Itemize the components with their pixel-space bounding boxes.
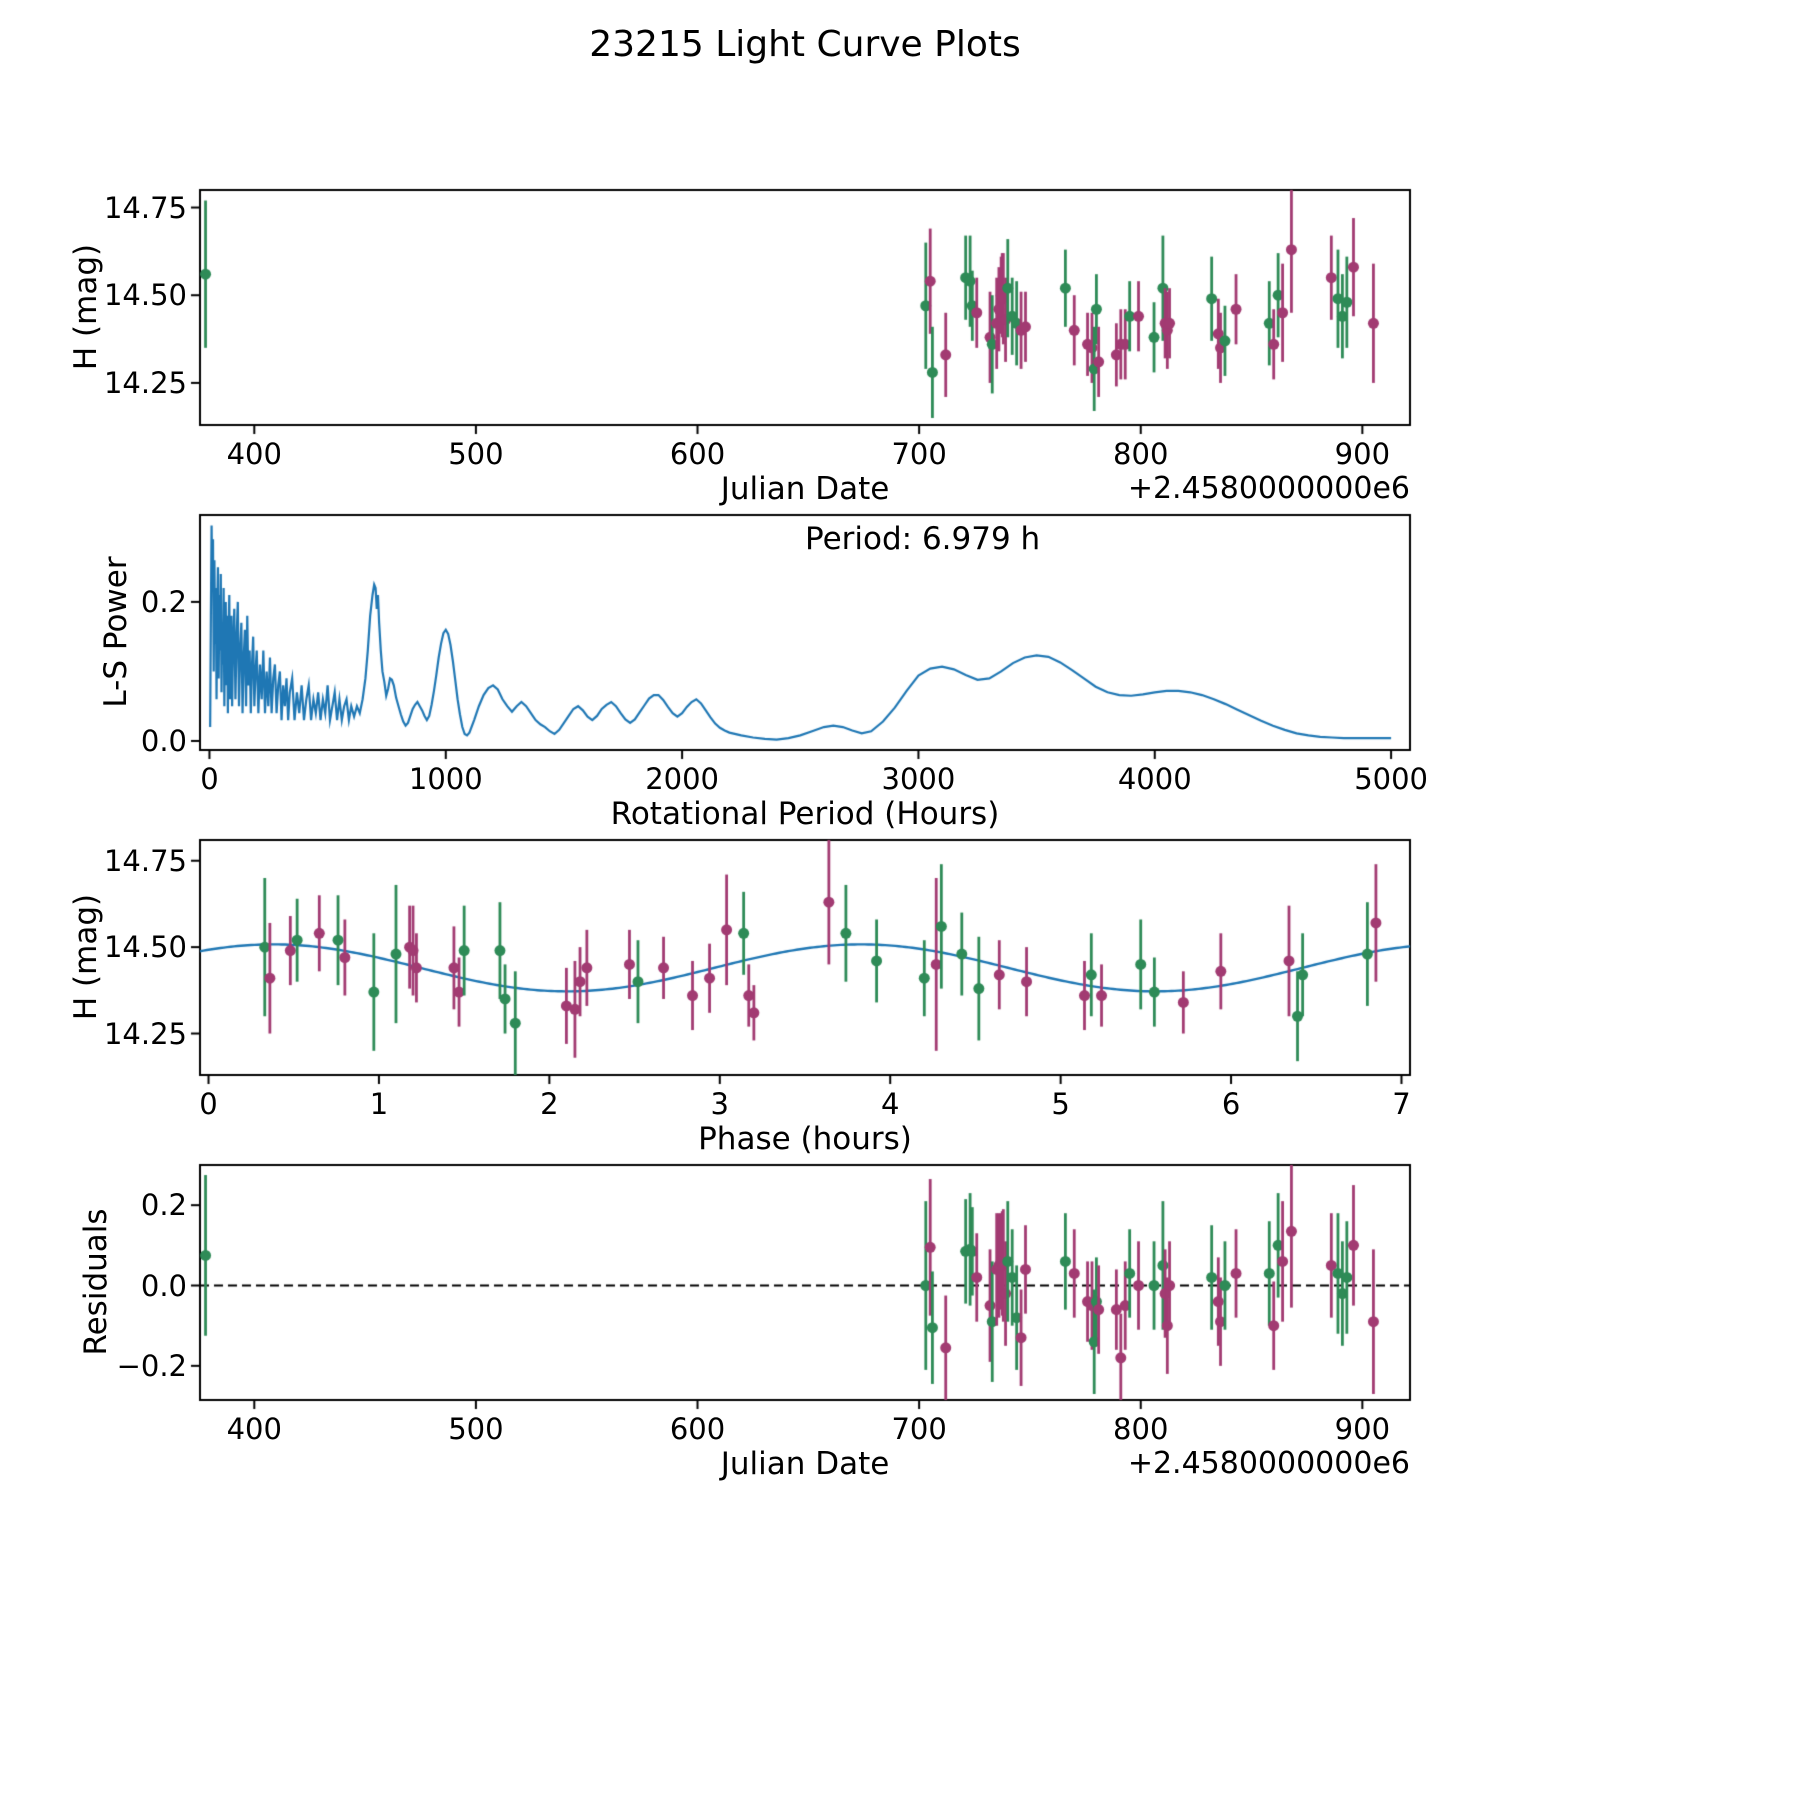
tick-label: 3000 xyxy=(881,762,956,796)
tick-label: 14.75 xyxy=(103,190,187,225)
panel2-x-axis-label: Rotational Period (Hours) xyxy=(610,796,1000,832)
panel1-y-axis-label: H (mag) xyxy=(68,243,104,371)
tick-label: 2000 xyxy=(645,762,720,796)
tick-label: 3 xyxy=(710,1087,730,1121)
tick-label: 5 xyxy=(1051,1087,1070,1121)
tick-label: 14.25 xyxy=(103,1016,187,1051)
tick-label: 600 xyxy=(669,1412,726,1446)
tick-label: 700 xyxy=(891,1412,947,1446)
tick-label: 4000 xyxy=(1117,762,1192,796)
tick-label: 6 xyxy=(1221,1087,1241,1121)
tick-label: 0.2 xyxy=(140,1188,187,1223)
tick-label: 600 xyxy=(669,437,726,471)
panel4-x-axis-label: Julian Date xyxy=(720,1446,890,1482)
tick-label: 2 xyxy=(540,1087,559,1121)
tick-label: 500 xyxy=(448,1412,504,1446)
tick-label: 500 xyxy=(448,437,504,471)
tick-label: 14.50 xyxy=(103,930,187,965)
tick-label: −0.2 xyxy=(116,1348,187,1383)
tick-label: 0 xyxy=(200,762,219,796)
tick-label: 400 xyxy=(226,1412,282,1446)
tick-label: 900 xyxy=(1334,1412,1391,1446)
tick-label: 1 xyxy=(369,1087,389,1121)
panel1-x-axis-label: Julian Date xyxy=(720,471,890,507)
tick-label: 0.0 xyxy=(140,723,187,758)
panel3-x-axis-label: Phase (hours) xyxy=(698,1121,912,1157)
figure-title: 23215 Light Curve Plots xyxy=(589,24,1021,65)
tick-label: 0.2 xyxy=(140,584,187,619)
tick-label: 1000 xyxy=(408,762,483,796)
tick-label: 400 xyxy=(226,437,282,471)
tick-label: 5000 xyxy=(1354,762,1428,796)
panel1-axis-offset-text: +2.4580000000e6 xyxy=(1127,471,1410,506)
panel2-y-axis-label: L-S Power xyxy=(98,556,134,708)
panel4-axis-offset-text: +2.4580000000e6 xyxy=(1127,1446,1410,1481)
tick-label: 0.0 xyxy=(140,1268,187,1303)
panel3-y-axis-label: H (mag) xyxy=(68,893,104,1021)
tick-label: 7 xyxy=(1392,1087,1411,1121)
tick-label: 14.50 xyxy=(103,278,187,313)
tick-label: 0 xyxy=(199,1087,218,1121)
tick-label: 14.75 xyxy=(103,843,187,878)
tick-label: 800 xyxy=(1113,437,1169,471)
tick-label: 14.25 xyxy=(103,365,187,400)
tick-label: 4 xyxy=(880,1087,900,1121)
panel4-y-axis-label: Residuals xyxy=(78,1208,114,1356)
tick-label: 900 xyxy=(1334,437,1391,471)
tick-label: 700 xyxy=(891,437,947,471)
period-annotation: Period: 6.979 h xyxy=(805,521,1041,557)
tick-label: 800 xyxy=(1113,1412,1169,1446)
